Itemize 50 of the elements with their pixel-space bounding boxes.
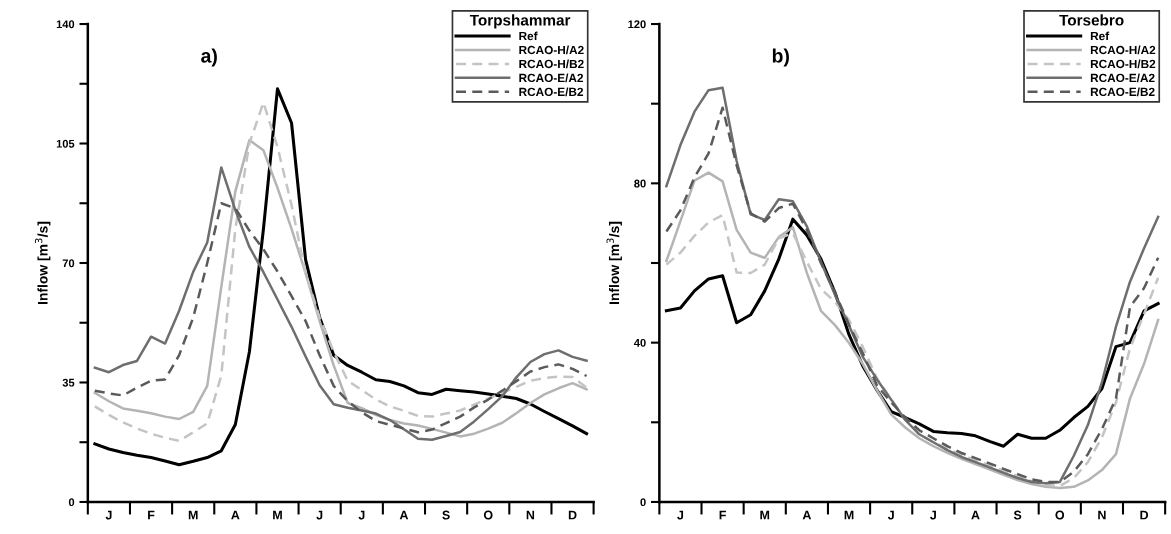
legend-label: Ref	[1090, 31, 1110, 41]
x-tick-label: M	[273, 510, 282, 520]
x-tick-label: A	[971, 510, 980, 520]
y-tick-label: 35	[62, 378, 75, 387]
x-tick-label: N	[526, 510, 535, 520]
y-tick-label: 80	[634, 179, 646, 188]
legend-label: RCAO-E/A2	[519, 73, 584, 83]
annotation: b)	[772, 48, 789, 67]
y-axis-title: Inflow [m$^{3}$/s]	[606, 221, 622, 305]
legend-label: RCAO-E/A2	[1090, 73, 1155, 83]
legend-label: RCAO-H/A2	[519, 45, 584, 55]
x-tick-label: J	[358, 510, 365, 520]
y-tick-label: 105	[56, 139, 75, 148]
x-tick-label: J	[105, 510, 112, 520]
x-tick-label: F	[148, 510, 155, 520]
x-tick-label: M	[188, 510, 198, 520]
x-tick-label: M	[844, 510, 854, 520]
x-tick-label: N	[1098, 510, 1106, 520]
y-tick-label: 120	[628, 20, 646, 29]
x-tick-label: A	[399, 510, 409, 520]
legend-label: RCAO-H/B2	[1090, 59, 1156, 69]
legend-title: Torsebro	[1059, 14, 1124, 26]
x-tick-label: J	[887, 510, 894, 520]
legend-label: RCAO-E/B2	[519, 87, 584, 97]
x-tick-label: D	[1140, 510, 1149, 520]
x-tick-label: J	[930, 510, 936, 520]
y-axis-title: Inflow [m$^{3}$/s]	[34, 221, 51, 305]
x-tick-label: A	[231, 510, 240, 520]
legend-label: RCAO-H/A2	[1090, 45, 1156, 55]
x-tick-label: A	[802, 510, 812, 520]
x-tick-label: D	[568, 510, 577, 520]
annotation: a)	[201, 48, 217, 67]
x-tick-label: S	[1013, 510, 1022, 520]
y-tick-label: 40	[633, 338, 646, 347]
line-series	[93, 202, 588, 434]
x-tick-label: O	[483, 510, 493, 520]
y-tick-label: 0	[640, 498, 646, 507]
y-tick-label: 0	[68, 498, 75, 507]
x-tick-label: O	[1055, 510, 1065, 520]
y-tick-label: 70	[62, 259, 75, 268]
legend-label: RCAO-H/B2	[519, 59, 584, 69]
x-tick-label: S	[442, 510, 450, 520]
y-tick-label: 140	[56, 20, 75, 29]
legend-title: Torpshammar	[469, 14, 571, 29]
legend-label: Ref	[519, 31, 538, 41]
x-tick-label: M	[760, 510, 770, 520]
x-tick-label: F	[719, 510, 726, 520]
legend-label: RCAO-E/B2	[1090, 87, 1155, 97]
x-tick-label: J	[677, 510, 684, 520]
x-tick-label: J	[316, 510, 323, 520]
